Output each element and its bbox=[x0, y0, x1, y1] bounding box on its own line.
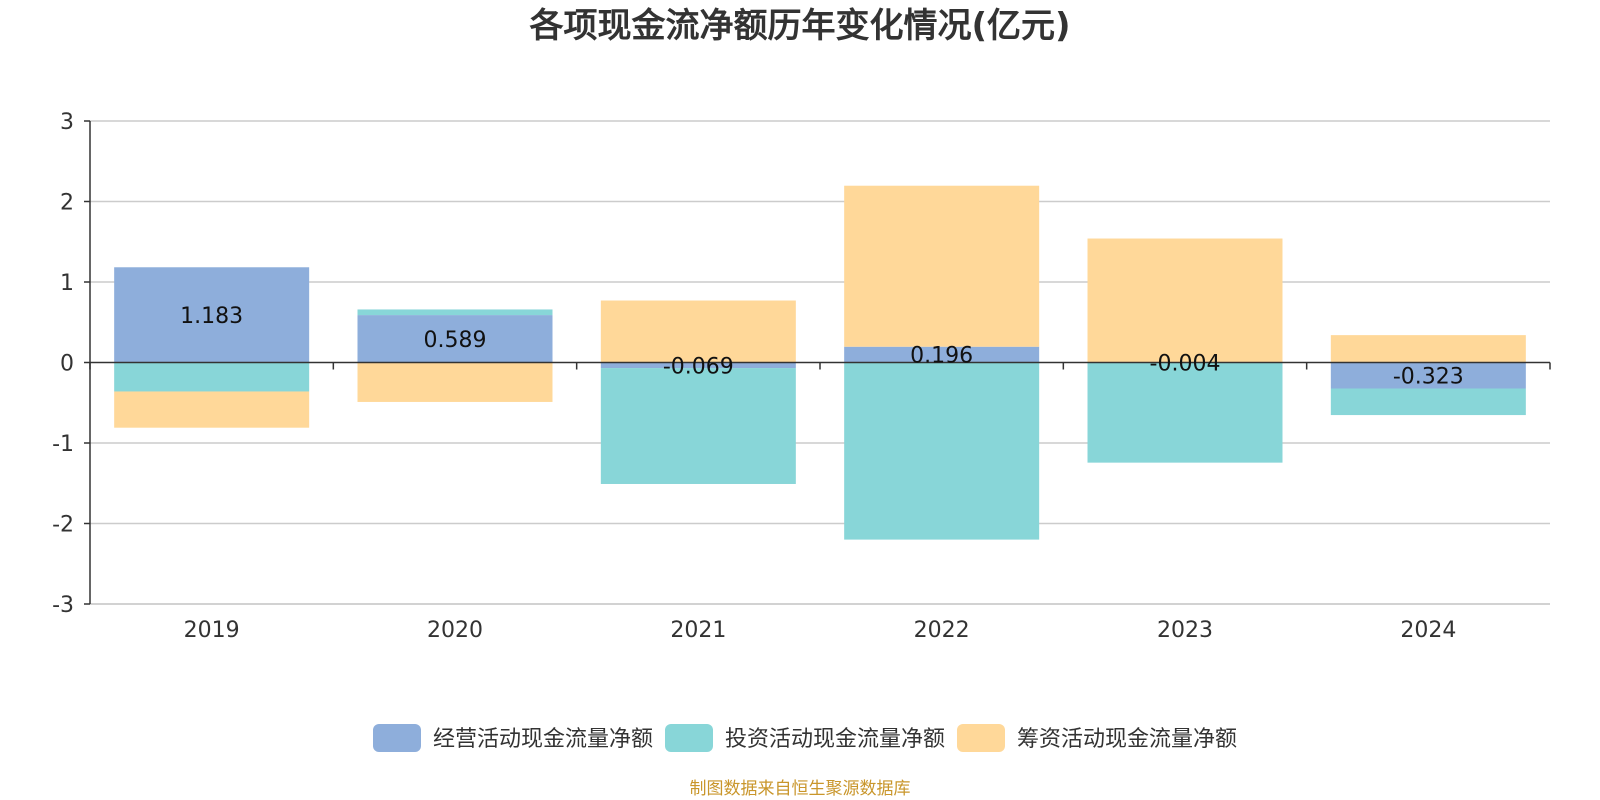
y-tick-label: 1 bbox=[60, 271, 74, 296]
legend-swatch-1 bbox=[373, 724, 421, 752]
bar-series-3-2019 bbox=[114, 391, 310, 428]
bar-series-3-2024 bbox=[1330, 335, 1526, 363]
bar-series-3-2023 bbox=[1087, 238, 1283, 363]
legend-label: 筹资活动现金流量净额 bbox=[1017, 727, 1237, 752]
bar-series-2-2022 bbox=[844, 362, 1040, 540]
bar-series-3-2021 bbox=[600, 300, 796, 363]
bars bbox=[114, 185, 1526, 540]
x-tick-label: 2023 bbox=[1157, 618, 1213, 643]
bar-series-1-2019 bbox=[114, 267, 310, 363]
bar-series-2-2023 bbox=[1087, 362, 1283, 463]
legend-label: 经营活动现金流量净额 bbox=[433, 727, 653, 752]
data-label: 0.196 bbox=[910, 344, 973, 369]
y-tick-label: 0 bbox=[60, 352, 74, 377]
axes: 3 2 1 0 -1 -2 -3 2019 2020 2021 2022 2023 2024 bbox=[52, 110, 1551, 643]
bar-series-2-2024 bbox=[1330, 388, 1526, 416]
grid bbox=[90, 120, 1550, 605]
legend-label: 投资活动现金流量净额 bbox=[725, 727, 945, 752]
x-tick-label: 2024 bbox=[1400, 618, 1456, 643]
y-tick-label: -3 bbox=[52, 593, 74, 618]
data-label: -0.069 bbox=[663, 354, 734, 379]
bar-series-1-2021 bbox=[600, 362, 796, 369]
bar-series-1-2020 bbox=[357, 315, 553, 363]
bar-series-2-2021 bbox=[600, 368, 796, 484]
bar-series-1-2022 bbox=[844, 346, 1040, 363]
y-tick-label: -2 bbox=[52, 513, 74, 538]
legend: 经营活动现金流量净额 投资活动现金流量净额 筹资活动现金流量净额 bbox=[373, 724, 1237, 752]
x-tick-label: 2020 bbox=[427, 618, 483, 643]
y-tick-label: -1 bbox=[52, 432, 74, 457]
bar-series-1-2024 bbox=[1330, 362, 1526, 389]
data-label: 1.183 bbox=[180, 304, 243, 329]
bar-series-3-2020 bbox=[357, 362, 553, 402]
legend-swatch-3 bbox=[957, 724, 1005, 752]
y-tick-label: 2 bbox=[60, 191, 74, 216]
x-tick-label: 2019 bbox=[184, 618, 240, 643]
y-tick-label: 3 bbox=[60, 110, 74, 135]
chart-title: 各项现金流净额历年变化情况(亿元) bbox=[529, 6, 1070, 46]
bar-series-3-2022 bbox=[844, 185, 1040, 347]
x-tick-label: 2022 bbox=[914, 618, 970, 643]
data-label: -0.004 bbox=[1150, 352, 1221, 377]
source-note: 制图数据来自恒生聚源数据库 bbox=[690, 779, 911, 799]
legend-swatch-2 bbox=[665, 724, 713, 752]
data-label: -0.323 bbox=[1393, 365, 1464, 390]
data-label: 0.589 bbox=[424, 328, 487, 353]
bar-series-2-2020 bbox=[357, 309, 553, 316]
x-tick-label: 2021 bbox=[670, 618, 726, 643]
data-labels: 1.183 0.589 -0.069 0.196 -0.004 -0.323 bbox=[180, 304, 1464, 390]
bar-series-2-2019 bbox=[114, 362, 310, 392]
